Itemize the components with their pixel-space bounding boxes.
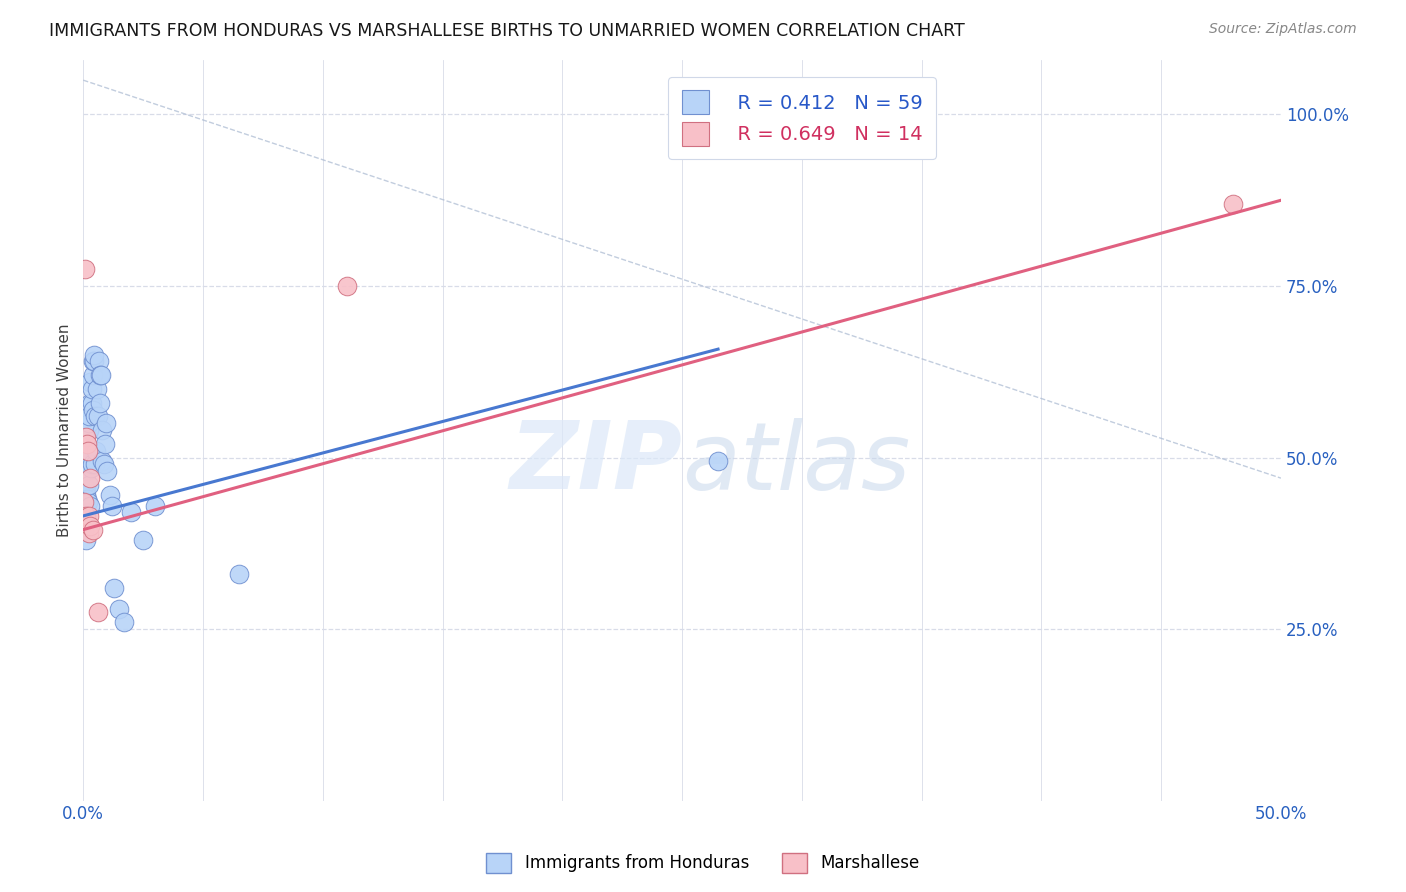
Point [75,505,97,519]
Point [79,471,101,485]
Point [89,395,111,409]
Point [75,430,97,444]
Point [84,409,107,424]
Point [707,454,730,468]
Point [98,488,121,502]
Point [73,495,96,509]
Point [132,533,155,547]
Point [96,464,118,478]
Point [336,279,359,293]
Point [77,526,100,541]
Point [79,395,101,409]
Point [82,523,104,537]
Point [75,508,97,523]
Point [75,488,97,502]
Point [89,368,111,383]
Point [76,464,98,478]
Point [108,601,131,615]
Point [76,491,98,506]
Point [76,475,98,489]
Point [75,533,97,547]
Legend:   R = 0.412   N = 59,   R = 0.649   N = 14: R = 0.412 N = 59, R = 0.649 N = 14 [668,77,936,159]
Point [82,402,104,417]
Point [228,567,250,582]
Point [86,605,108,619]
Point [80,460,103,475]
Point [79,519,101,533]
Point [80,395,103,409]
Point [75,508,97,523]
Point [93,458,115,472]
Text: ZIP: ZIP [509,417,682,509]
Point [94,437,117,451]
Point [86,382,108,396]
Point [77,443,100,458]
Point [103,581,125,595]
Point [77,423,100,437]
Point [76,450,98,465]
Text: atlas: atlas [682,418,910,509]
Point [90,368,112,383]
Point [77,478,100,492]
Point [77,416,100,430]
Point [82,368,104,383]
Point [143,499,166,513]
Point [76,458,98,472]
Y-axis label: Births to Unmarried Women: Births to Unmarried Women [58,324,72,537]
Point [77,508,100,523]
Point [73,523,96,537]
Point [91,454,114,468]
Point [101,499,124,513]
Text: IMMIGRANTS FROM HONDURAS VS MARSHALLESE BIRTHS TO UNMARRIED WOMEN CORRELATION CH: IMMIGRANTS FROM HONDURAS VS MARSHALLESE … [49,22,965,40]
Point [75,491,97,506]
Point [83,458,105,472]
Text: Source: ZipAtlas.com: Source: ZipAtlas.com [1209,22,1357,37]
Point [94,416,117,430]
Point [75,499,97,513]
Point [75,516,97,530]
Point [77,495,100,509]
Point [87,354,110,368]
Point [76,443,98,458]
Point [75,261,97,276]
Point [80,382,103,396]
Point [82,458,104,472]
Point [83,354,105,368]
Point [77,409,100,424]
Point [77,423,100,437]
Point [86,443,108,458]
Point [86,409,108,424]
Point [82,354,104,368]
Point [79,375,101,389]
Point [73,508,96,523]
Point [76,437,98,451]
Point [83,348,105,362]
Legend: Immigrants from Honduras, Marshallese: Immigrants from Honduras, Marshallese [479,847,927,880]
Point [120,505,142,519]
Point [79,499,101,513]
Point [91,423,114,437]
Point [1222,196,1244,211]
Point [75,482,97,496]
Point [112,615,135,630]
